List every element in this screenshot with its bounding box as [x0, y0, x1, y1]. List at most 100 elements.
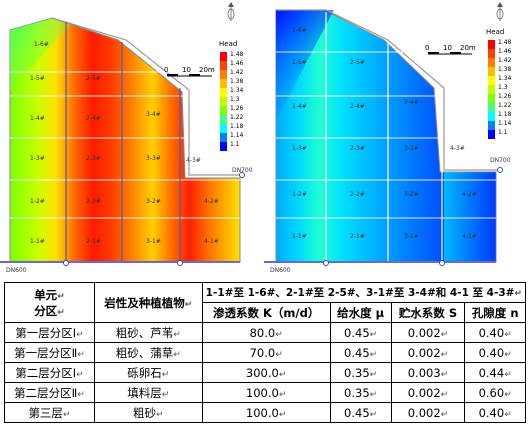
legend-value: 1.34: [230, 87, 244, 94]
label-1-3: 1-3#: [292, 145, 307, 152]
scale-tick-20m: 20m: [460, 44, 476, 52]
label-2-5: 2-5#: [350, 59, 365, 66]
legend-swatch: [220, 115, 227, 124]
k-cell: 70.0↵: [201, 342, 331, 363]
table-row: 第二层分区Ⅱ↵ 填料层↵ 100.0↵ 0.35↵ 0.002↵ 0.60↵: [4, 382, 526, 403]
header-mu: 给水度 μ: [329, 302, 392, 323]
label-2-5: 2-5#: [86, 75, 101, 82]
scale-tick-20m: 20m: [199, 66, 215, 74]
label-1-3: 1-3#: [30, 155, 45, 162]
head-contour-map-right: 1-6# 1-5# 1-4# 1-3# 1-2# 1-1# 2-5# 2-4# …: [264, 2, 512, 274]
label-1-6: 1-6#: [292, 27, 307, 34]
label-2-3: 2-3#: [350, 145, 365, 152]
label-1-6: 1-6#: [34, 41, 49, 48]
rock-cell: 粗砂、蒲草↵: [93, 342, 203, 363]
pipe-label-dn600: DN600: [6, 267, 27, 274]
legend-swatch: [488, 49, 495, 58]
label-4-2: 4-2#: [204, 198, 219, 205]
legend-value: 1.3: [498, 84, 508, 91]
head-map-right: 1-6# 1-5# 1-4# 1-3# 1-2# 1-1# 2-5# 2-4# …: [264, 0, 526, 276]
rock-cell: 填料层↵: [93, 382, 203, 403]
legend-swatch: [488, 40, 495, 49]
legend-swatch: [488, 112, 495, 121]
s-cell: 0.002↵: [390, 322, 466, 343]
pipe-label-dn700: DN700: [232, 167, 253, 174]
label-3-2: 3-2#: [146, 198, 161, 205]
legend-value: 1.1: [498, 129, 508, 136]
label-3-4: 3-4#: [146, 111, 161, 118]
legend-value: 1.3: [230, 96, 240, 103]
legend-swatch: [220, 61, 227, 70]
legend-value: 1.26: [498, 93, 512, 100]
legend-swatch: [220, 133, 227, 142]
label-4-3: 4-3#: [186, 157, 201, 164]
legend-title: Head: [219, 40, 237, 48]
legend-swatch: [220, 106, 227, 115]
legend-swatch: [488, 85, 495, 94]
zone-cell: 第三层↵: [4, 402, 95, 423]
label-1-5: 1-5#: [30, 75, 45, 82]
legend-swatch: [488, 121, 495, 130]
table-row: 第三层↵ 粗砂↵ 100.0↵ 0.45↵ 0.002↵ 0.40↵: [4, 402, 526, 423]
k-cell: 300.0↵: [201, 362, 331, 383]
label-2-2: 2-2#: [350, 191, 365, 198]
mu-cell: 0.45↵: [329, 402, 392, 423]
mu-cell: 0.45↵: [329, 322, 392, 343]
n-cell: 0.60↵: [464, 382, 526, 403]
pipe-label-dn700: DN700: [490, 157, 511, 164]
legend-swatch: [220, 79, 227, 88]
rock-cell: 砾卵石↵: [93, 362, 203, 383]
legend-swatch: [220, 70, 227, 79]
table-row: 第一层分区Ⅰ↵ 粗砂、芦苇↵ 80.0↵ 0.45↵ 0.002↵ 0.40↵: [4, 322, 526, 343]
s-cell: 0.002↵: [390, 402, 466, 423]
label-4-3: 4-3#: [450, 145, 465, 152]
rock-cell: 粗砂、芦苇↵: [93, 322, 203, 343]
legend-swatch: [220, 97, 227, 106]
scale-tick-0: 0: [425, 44, 429, 52]
zone-cell: 第一层分区Ⅰ↵: [4, 322, 95, 343]
label-3-4: 3-4#: [404, 99, 419, 106]
pipe-label-dn600: DN600: [270, 267, 291, 274]
legend-title: Head: [486, 28, 504, 36]
legend-value: 1.22: [498, 102, 512, 109]
header-s: 贮水系数 S: [390, 302, 466, 323]
legend-value: 1.22: [230, 114, 244, 121]
label-3-3: 3-3#: [146, 155, 161, 162]
label-2-1: 2-1#: [86, 238, 101, 245]
parameter-table: 单元↵ 分区↵ 岩性及种植植物↵ 1-1#至 1-6#、2-1#至 2-5#、3…: [4, 282, 527, 423]
legend-value: 1.38: [498, 66, 512, 73]
table-row: 第二层分区Ⅰ↵ 砾卵石↵ 300.0↵ 0.35↵ 0.003↵ 0.44↵: [4, 362, 526, 383]
legend-value: 1.48: [230, 51, 244, 58]
header-rock: 岩性及种植植物↵: [93, 282, 203, 323]
s-cell: 0.003↵: [390, 362, 466, 383]
north-arrow-icon: [496, 2, 504, 21]
label-3-1: 3-1#: [404, 233, 419, 240]
legend-value: 1.34: [498, 75, 512, 82]
label-4-2: 4-2#: [462, 191, 477, 198]
legend-swatch: [488, 67, 495, 76]
header-k: 渗透系数 K（m/d）: [201, 302, 331, 323]
n-cell: 0.40↵: [464, 342, 526, 363]
mu-cell: 0.35↵: [329, 362, 392, 383]
table-row: 第一层分区Ⅱ↵ 粗砂、蒲草↵ 70.0↵ 0.45↵ 0.002↵ 0.40↵: [4, 342, 526, 363]
scale-tick-10: 10: [443, 44, 452, 52]
legend-value: 1.1: [230, 141, 240, 148]
legend-swatch: [488, 103, 495, 112]
label-3-1: 3-1#: [146, 238, 161, 245]
s-cell: 0.002↵: [390, 382, 466, 403]
legend-value: 1.42: [230, 69, 244, 76]
legend-swatch: [220, 88, 227, 97]
head-legend-right: 1.48 1.46 1.42 1.38 1.34 1.3 1.26 1.22 1.18 1.14 1…: [488, 39, 512, 139]
label-2-3: 2-3#: [86, 155, 101, 162]
legend-swatch: [488, 76, 495, 85]
head-contour-map-left: 1-6# 1-5# 1-4# 1-3# 1-2# 1-1# 2-5# 2-4# …: [0, 2, 253, 274]
label-1-5: 1-5#: [292, 59, 307, 66]
label-2-1: 2-1#: [350, 233, 365, 240]
head-legend-left: 1.48 1.46 1.42 1.38 1.34 1.3 1.26 1.22 1.18 1.14 1…: [220, 51, 244, 151]
label-3-3: 3-3#: [404, 145, 419, 152]
s-cell: 0.002↵: [390, 342, 466, 363]
mu-cell: 0.45↵: [329, 342, 392, 363]
header-n: 孔隙度 n: [464, 302, 526, 323]
legend-swatch: [488, 94, 495, 103]
k-cell: 100.0↵: [201, 402, 331, 423]
